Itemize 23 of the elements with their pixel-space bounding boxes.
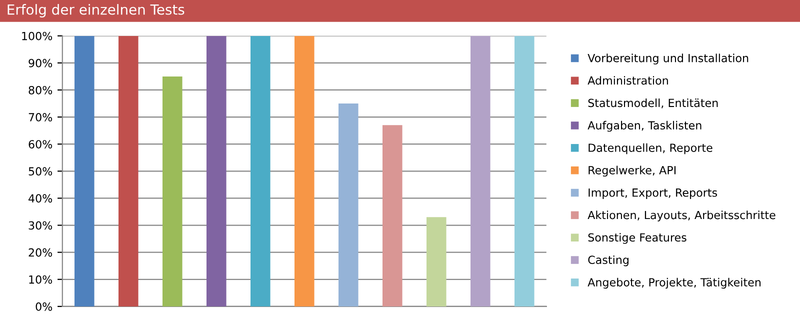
- y-tick-label: 50%: [28, 167, 52, 176]
- legend-label: Casting: [588, 255, 628, 266]
- legend-label: Import, Export, Reports: [588, 188, 718, 199]
- legend-label: Administration: [588, 76, 668, 85]
- y-tick-label: 10%: [29, 275, 52, 284]
- y-tick-label: 100%: [22, 32, 52, 40]
- y-tick-label: 60%: [28, 140, 52, 148]
- y-tick-label: 20%: [28, 248, 52, 257]
- legend-label: Aufgaben, Tasklisten: [588, 120, 702, 132]
- y-tick-label: 0%: [36, 302, 52, 311]
- legend-label: Vorbereitung und Installation: [588, 54, 748, 64]
- y-tick-label: 30%: [28, 221, 52, 230]
- legend-label: Regelwerke, API: [588, 166, 676, 177]
- legend-label: Aktionen, Layouts, Arbeitsschritte: [588, 210, 776, 222]
- y-tick-label: 40%: [28, 194, 52, 203]
- legend-label: Angebote, Projekte, Tätigkeiten: [588, 278, 761, 289]
- y-tick-label: 70%: [28, 113, 52, 122]
- legend-label: Datenquellen, Reporte: [588, 143, 712, 154]
- y-tick-label: 80%: [28, 86, 52, 94]
- y-tick-label: 90%: [28, 58, 52, 68]
- legend-label: Statusmodell, Entitäten: [588, 98, 718, 108]
- legend-label: Sonstige Features: [588, 233, 686, 244]
- chart-title: Erfolg der einzelnen Tests: [8, 4, 184, 18]
